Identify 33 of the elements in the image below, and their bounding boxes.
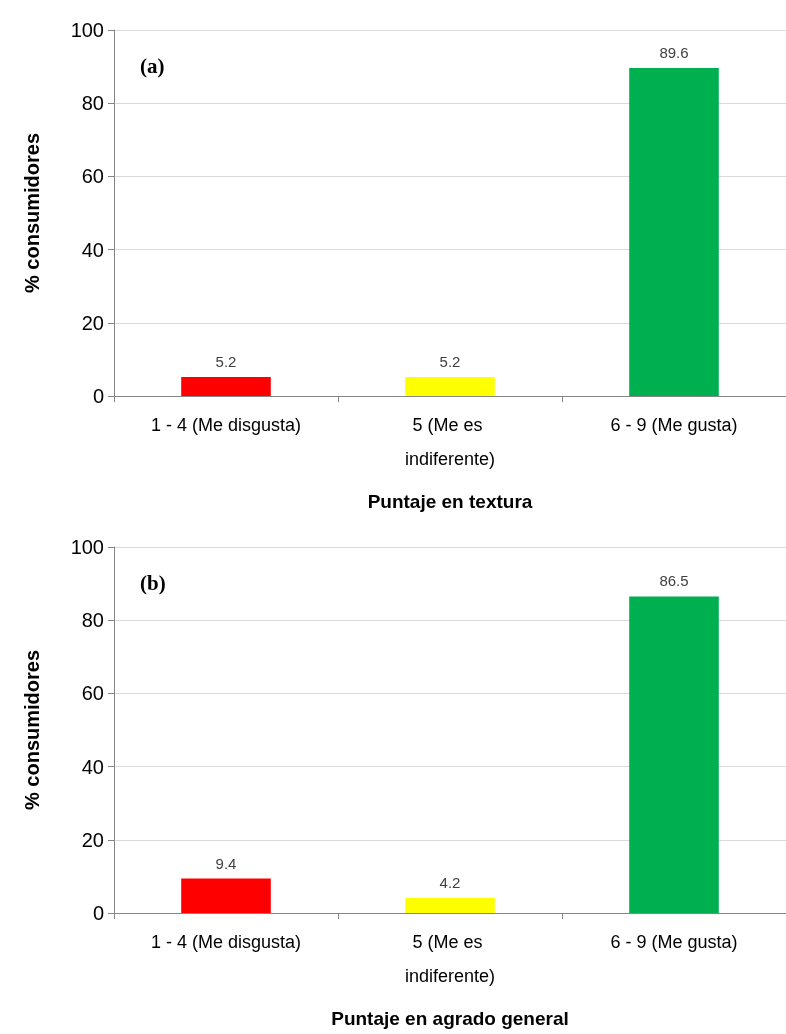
annotation: (b) bbox=[140, 570, 166, 595]
x-axis-title: Puntaje en agrado general bbox=[331, 1008, 569, 1029]
bar bbox=[629, 596, 719, 913]
data-label: 5.2 bbox=[439, 352, 461, 370]
data-label: 86.5 bbox=[659, 572, 689, 590]
y-axis-title: % consumidores bbox=[21, 649, 43, 811]
y-tick-label: 0 bbox=[92, 385, 104, 407]
x-tick-label: 1 - 4 (Me disgusta) bbox=[150, 932, 302, 952]
x-tick-label: 6 - 9 (Me gusta) bbox=[610, 415, 738, 435]
y-tick-label: 40 bbox=[81, 238, 104, 261]
bar bbox=[181, 878, 271, 913]
x-axis-title: Puntaje en textura bbox=[367, 491, 533, 512]
x-tick-label: 1 - 4 (Me disgusta) bbox=[150, 415, 302, 435]
y-tick-label: 40 bbox=[81, 755, 104, 778]
y-tick-label: 100 bbox=[70, 536, 104, 558]
y-tick-label: 0 bbox=[92, 902, 104, 924]
annotation: (a) bbox=[140, 53, 165, 78]
y-tick-label: 60 bbox=[81, 165, 104, 188]
data-label: 9.4 bbox=[215, 854, 237, 872]
x-tick-label: 5 (Me es indiferente) bbox=[404, 415, 496, 469]
y-tick-label: 20 bbox=[81, 311, 104, 334]
y-tick-label: 80 bbox=[81, 609, 104, 632]
y-tick-label: 100 bbox=[70, 19, 104, 41]
x-tick-label: 5 (Me es indiferente) bbox=[404, 932, 496, 986]
data-label: 4.2 bbox=[439, 873, 461, 891]
y-tick-label: 80 bbox=[81, 92, 104, 115]
x-tick-label: 6 - 9 (Me gusta) bbox=[610, 932, 738, 952]
bar bbox=[405, 897, 495, 913]
y-tick-label: 20 bbox=[81, 828, 104, 851]
data-label: 5.2 bbox=[215, 352, 237, 370]
y-axis-title: % consumidores bbox=[21, 132, 43, 294]
data-label: 89.6 bbox=[659, 44, 689, 62]
y-tick-label: 60 bbox=[81, 682, 104, 705]
